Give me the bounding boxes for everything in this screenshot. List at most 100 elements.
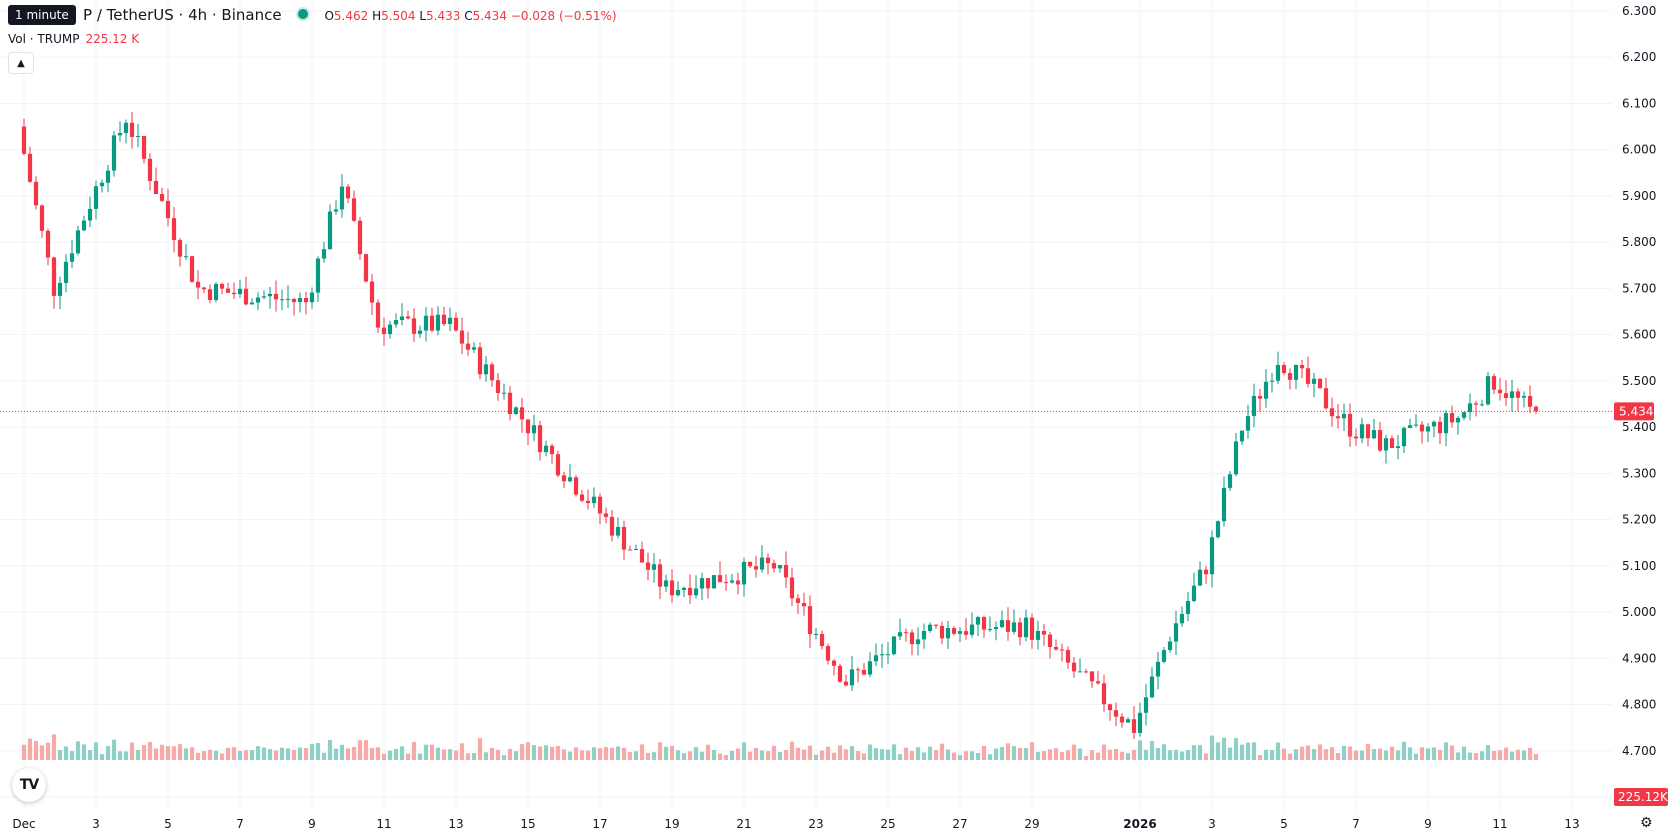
x-tick-label: 5 xyxy=(1280,817,1288,831)
candle-body xyxy=(561,475,567,482)
candle-body xyxy=(297,297,303,303)
low-value: 5.433 xyxy=(426,9,461,23)
candle-body xyxy=(1419,424,1425,432)
volume-bar xyxy=(975,752,981,760)
volume-bar xyxy=(315,743,321,760)
volume-bar xyxy=(99,754,105,760)
candle-body xyxy=(261,296,267,298)
chevron-up-icon[interactable]: ▲ xyxy=(8,52,34,74)
volume-bar xyxy=(1485,745,1491,760)
x-tick-label: 25 xyxy=(880,817,895,831)
candle-body xyxy=(435,314,441,331)
volume-bar xyxy=(441,749,447,760)
candle-body xyxy=(1263,381,1269,399)
y-tick-label: 6.100 xyxy=(1622,96,1656,110)
volume-bar xyxy=(1515,749,1521,760)
candle-body xyxy=(915,639,921,645)
candle-body xyxy=(1029,617,1035,640)
volume-bar xyxy=(285,748,291,760)
candle-body xyxy=(249,302,255,305)
volume-bar xyxy=(45,742,51,760)
candle-body xyxy=(999,620,1005,627)
candle-body xyxy=(831,660,837,666)
volume-bar xyxy=(747,751,753,760)
candle-body xyxy=(453,317,459,331)
tradingview-logo-icon[interactable]: TV xyxy=(12,768,46,802)
candle-body xyxy=(1431,421,1437,427)
volume-bar xyxy=(1305,745,1311,760)
volume-bar xyxy=(423,744,429,760)
candle-body xyxy=(1155,661,1161,677)
volume-bar xyxy=(891,744,897,760)
volume-bar xyxy=(1113,748,1119,760)
volume-bar xyxy=(543,745,549,760)
candle-body xyxy=(1449,413,1455,423)
candle-body xyxy=(1275,364,1281,381)
volume-bar xyxy=(477,738,483,760)
volume-bar xyxy=(51,734,57,760)
volume-bar xyxy=(1401,741,1407,760)
volume-bar xyxy=(1233,738,1239,760)
candle-body xyxy=(573,477,579,495)
candle-body xyxy=(1377,430,1383,451)
volume-bar xyxy=(1467,752,1473,760)
volume-bar xyxy=(1461,746,1467,760)
candle-body xyxy=(1287,373,1293,380)
volume-bar xyxy=(339,744,345,760)
candle-body xyxy=(21,126,27,154)
candle-body xyxy=(135,135,141,137)
candle-body xyxy=(717,575,723,583)
candle-body xyxy=(1083,671,1089,673)
volume-bar xyxy=(261,747,267,760)
volume-bar xyxy=(1497,750,1503,760)
candle-body xyxy=(285,298,291,300)
volume-bar xyxy=(405,753,411,760)
y-tick-label: 5.700 xyxy=(1622,281,1656,295)
volume-bar xyxy=(1011,746,1017,760)
candle-body xyxy=(63,261,69,283)
gear-icon[interactable]: ⚙ xyxy=(1640,815,1653,831)
y-tick-label: 6.000 xyxy=(1622,143,1656,157)
candle-body xyxy=(87,208,93,221)
volume-bar xyxy=(897,754,903,760)
symbol-title[interactable]: P / TetherUS · 4h · Binance xyxy=(83,6,282,24)
candle-body xyxy=(327,211,333,250)
volume-bar xyxy=(1125,753,1131,760)
change-value: −0.028 (−0.51%) xyxy=(510,9,617,23)
volume-bar xyxy=(687,751,693,760)
volume-bar xyxy=(1227,747,1233,760)
volume-bar xyxy=(237,751,243,760)
candle-body xyxy=(1173,623,1179,642)
volume-bar xyxy=(111,739,117,760)
candle-body xyxy=(1395,446,1401,449)
candle-body xyxy=(981,617,987,630)
high-label: H xyxy=(372,9,382,23)
volume-bar xyxy=(903,747,909,760)
candle-body xyxy=(705,578,711,589)
candle-body xyxy=(363,254,369,282)
candle-body xyxy=(1341,413,1347,419)
candle-body xyxy=(801,602,807,607)
volume-bar xyxy=(291,749,297,760)
candle-body xyxy=(1107,704,1113,711)
candle-body xyxy=(501,392,507,394)
x-tick-label: 13 xyxy=(1564,817,1579,831)
volume-bar xyxy=(1455,752,1461,760)
volume-bar xyxy=(321,752,327,760)
volume-bar xyxy=(1161,744,1167,760)
volume-bar xyxy=(693,747,699,760)
volume-bar xyxy=(879,749,885,760)
candle-body xyxy=(357,220,363,255)
candle-body xyxy=(1251,395,1257,417)
candle-body xyxy=(225,288,231,293)
candle-body xyxy=(177,240,183,257)
volume-bar xyxy=(759,750,765,760)
volume-bar xyxy=(933,750,939,760)
volume-bar xyxy=(81,744,87,760)
candle-body xyxy=(381,327,387,335)
volume-bar xyxy=(63,746,69,760)
volume-bar xyxy=(717,753,723,760)
volume-bar xyxy=(381,753,387,760)
candle-body xyxy=(1347,413,1353,437)
